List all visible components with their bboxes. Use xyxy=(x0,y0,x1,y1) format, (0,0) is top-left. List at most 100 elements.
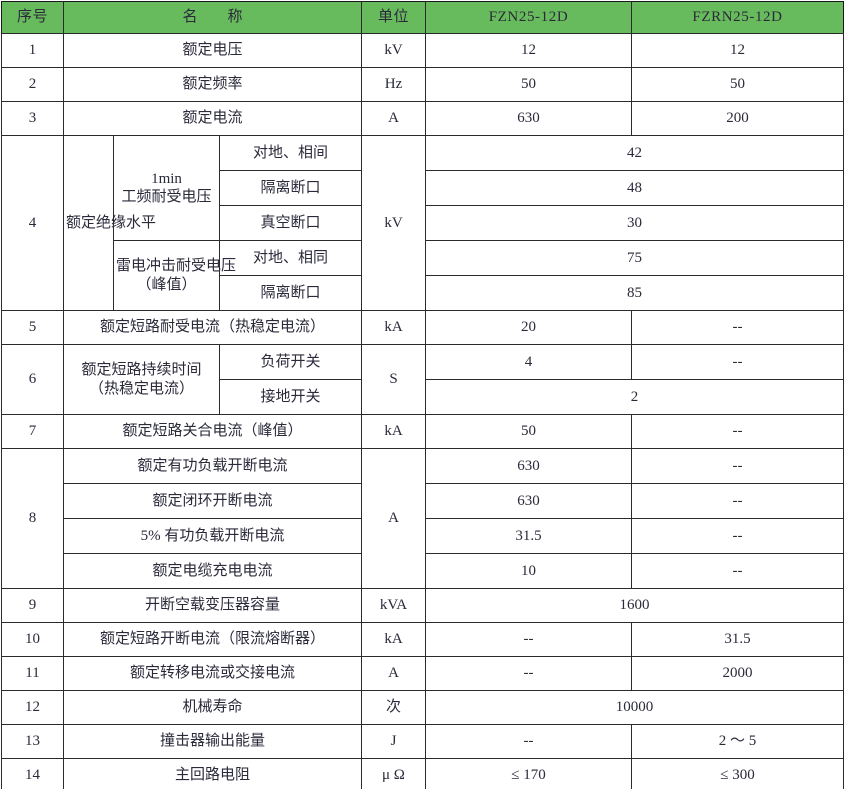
table-row: 6 额定短路持续时间（热稳定电流） 负荷开关 S 4 -- xyxy=(1,344,844,415)
row-value-model-a: -- xyxy=(425,656,632,691)
row-subgroup-label: 1min 工频耐受电压 xyxy=(113,135,220,241)
row-value-model-a: 31.5 xyxy=(425,518,632,554)
table-row: 3 额定电流 A 630 200 xyxy=(1,101,844,136)
table-row: 10 额定短路开断电流（限流熔断器） kA -- 31.5 xyxy=(1,622,844,657)
row-name: 额定转移电流或交接电流 xyxy=(63,656,362,691)
table-row: 5% 有功负载开断电流 31.5 -- xyxy=(2,518,844,554)
column-header-model-b: FZRN25-12D xyxy=(631,1,844,34)
row-unit: kA xyxy=(361,622,426,657)
row-unit: Hz xyxy=(361,67,426,102)
table-row: 2 额定频率 Hz 50 50 xyxy=(1,67,844,102)
row-group-label: 额定绝缘水平 xyxy=(63,135,156,311)
table-row: 11 额定转移电流或交接电流 A -- 2000 xyxy=(1,656,844,691)
table-row: 隔离断口 48 xyxy=(2,170,844,206)
row-index: 6 xyxy=(1,344,64,415)
row-value-model-b: -- xyxy=(631,448,844,484)
table-row: 1 额定电压 kV 12 12 xyxy=(1,33,844,68)
row-value-model-a: 50 xyxy=(425,414,632,449)
row-value-model-a: -- xyxy=(425,622,632,657)
row-item-name: 真空断口 xyxy=(219,205,362,241)
table-row: 14 主回路电阻 μ Ω ≤ 170 ≤ 300 xyxy=(1,758,844,789)
row-name: 额定频率 xyxy=(63,67,362,102)
row-index: 9 xyxy=(1,588,64,623)
row-item-name: 隔离断口 xyxy=(219,170,362,206)
row-item-name: 额定电缆充电电流 xyxy=(63,553,362,589)
row-item-name: 负荷开关 xyxy=(219,344,362,380)
table-row: 额定闭环开断电流 630 -- xyxy=(2,483,844,519)
row-value-shared: 30 xyxy=(425,205,844,241)
row-value-model-b: 200 xyxy=(631,101,844,136)
row-value-model-b: -- xyxy=(631,310,844,345)
row-item-name: 5% 有功负载开断电流 xyxy=(63,518,362,554)
row-index: 2 xyxy=(1,67,64,102)
row-value-model-b: -- xyxy=(631,518,844,554)
row-item-name: 对地、相同 xyxy=(219,240,362,276)
row-index: 12 xyxy=(1,690,64,725)
row-unit: 次 xyxy=(361,690,426,725)
row-value-model-a: ≤ 170 xyxy=(425,758,632,789)
row-value-model-a: 20 xyxy=(425,310,632,345)
row-unit: kA xyxy=(361,310,426,345)
row-name: 机械寿命 xyxy=(63,690,362,725)
row-value-shared: 10000 xyxy=(425,690,844,725)
row-index: 10 xyxy=(1,622,64,657)
table-row: 雷电冲击耐受电压（峰值） 对地、相同 75 xyxy=(2,240,844,311)
row-group-label: 额定短路持续时间（热稳定电流） xyxy=(63,344,220,415)
row-value-shared: 85 xyxy=(425,275,844,311)
column-header-model-a: FZN25-12D xyxy=(425,1,632,34)
row-index: 11 xyxy=(1,656,64,691)
row-value-model-a: 630 xyxy=(425,101,632,136)
row-unit: kVA xyxy=(361,588,426,623)
row-value-model-b: 12 xyxy=(631,33,844,68)
row-value-model-b: 31.5 xyxy=(631,622,844,657)
row-value-model-a: 4 xyxy=(425,344,632,380)
row-index: 3 xyxy=(1,101,64,136)
table-row: 隔离断口 85 xyxy=(2,275,844,311)
row-value-model-b: -- xyxy=(631,414,844,449)
row-name: 额定电流 xyxy=(63,101,362,136)
row-item-name: 接地开关 xyxy=(219,379,362,415)
row-value-shared: 1600 xyxy=(425,588,844,623)
row-item-name: 隔离断口 xyxy=(219,275,362,311)
row-value-model-b: 2 ～ 5 xyxy=(631,724,844,759)
row-value-model-b: -- xyxy=(631,483,844,519)
row-index: 13 xyxy=(1,724,64,759)
table-row: 13 撞击器输出能量 J -- 2 ～ 5 xyxy=(1,724,844,759)
row-index: 14 xyxy=(1,758,64,789)
row-index: 4 xyxy=(1,135,64,311)
column-header-index: 序号 xyxy=(1,1,64,34)
row-value-model-b: -- xyxy=(631,553,844,589)
row-value-shared: 2 xyxy=(425,379,844,415)
column-header-name: 名 称 xyxy=(63,1,362,34)
row-name: 额定短路关合电流（峰值） xyxy=(63,414,362,449)
row-value-shared: 75 xyxy=(425,240,844,276)
row-unit: kV xyxy=(361,33,426,68)
row-unit: A xyxy=(361,101,426,136)
table-header: 序号 名 称 单位 FZN25-12D FZRN25-12D xyxy=(1,1,844,34)
row-subgroup-label: 雷电冲击耐受电压（峰值） xyxy=(113,240,236,311)
table-row: 8 额定有功负载开断电流 A 630 -- xyxy=(1,448,844,589)
row-unit: S xyxy=(361,344,426,415)
row-unit: kV xyxy=(361,135,426,311)
row-item-name: 对地、相间 xyxy=(219,135,362,171)
row-unit: A xyxy=(361,448,426,589)
table-row: 12 机械寿命 次 10000 xyxy=(1,690,844,725)
row-name: 额定短路耐受电流（热稳定电流） xyxy=(63,310,362,345)
row-unit: A xyxy=(361,656,426,691)
row-unit: J xyxy=(361,724,426,759)
row-value-model-a: 50 xyxy=(425,67,632,102)
row-unit: μ Ω xyxy=(361,758,426,789)
row-value-model-a: 630 xyxy=(425,448,632,484)
row-index: 1 xyxy=(1,33,64,68)
row-index: 5 xyxy=(1,310,64,345)
column-header-unit: 单位 xyxy=(361,1,426,34)
row-value-model-a: 630 xyxy=(425,483,632,519)
header-row: 序号 名 称 单位 FZN25-12D FZRN25-12D xyxy=(1,1,844,34)
row-name: 额定短路开断电流（限流熔断器） xyxy=(63,622,362,657)
row-item-name: 额定闭环开断电流 xyxy=(63,483,362,519)
row-name: 撞击器输出能量 xyxy=(63,724,362,759)
row-value-model-b: 2000 xyxy=(631,656,844,691)
row-item-name: 额定有功负载开断电流 xyxy=(63,448,362,484)
